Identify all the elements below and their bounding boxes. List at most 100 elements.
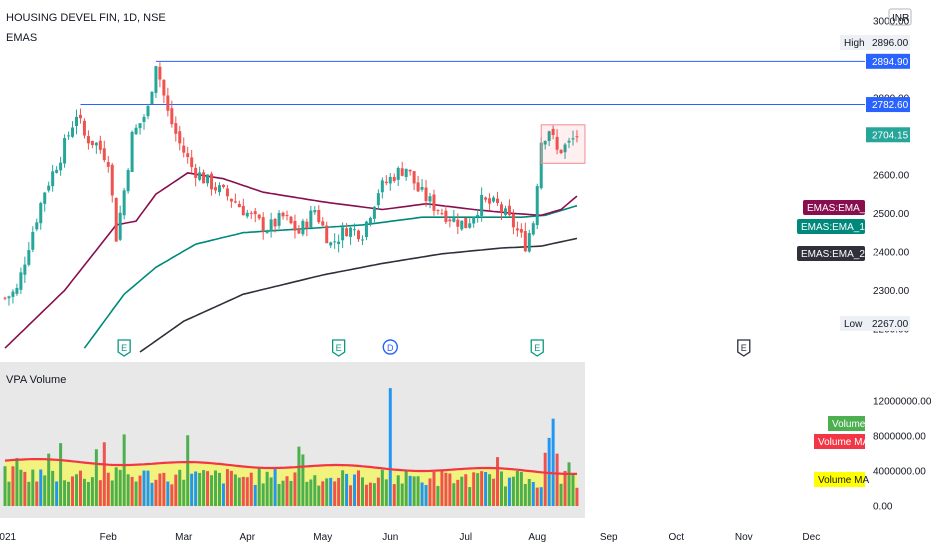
candle-body [575, 136, 579, 138]
volume-bar [436, 485, 440, 506]
currency-label[interactable]: INR [892, 13, 909, 24]
volume-bar [194, 471, 198, 506]
high-badge-label: High [844, 38, 865, 49]
volume-axis[interactable]: 12000000.00 8000000.00 4000000.00 0.00 [873, 397, 932, 513]
candle-body [293, 220, 297, 231]
volume-bar [146, 470, 150, 506]
time-axis[interactable]: 2021 Feb Mar Apr May Jun Jul Aug Sep Oct Nov Dec [0, 532, 820, 543]
candle-body [102, 148, 106, 161]
candle-body [440, 213, 444, 215]
candle-body [178, 131, 182, 144]
volume-bar [31, 469, 35, 506]
candle-body [142, 116, 146, 122]
candle-body [285, 215, 289, 217]
volume-bar [43, 475, 47, 506]
volume-bar [388, 388, 392, 506]
volume-bar [158, 473, 162, 506]
volume-bar [118, 469, 122, 506]
highlight-box[interactable] [540, 124, 586, 164]
price-tick-label: 3000.00 [873, 16, 910, 27]
event-marker-earnings[interactable]: E [530, 339, 544, 357]
candle-body [400, 168, 404, 176]
volume-bar [166, 481, 170, 506]
price-level-2-value: 2782.60 [872, 100, 909, 111]
volume-bar [432, 471, 436, 506]
volume-tick-label: 4000000.00 [873, 467, 926, 478]
last-price-badge: 2704.15 [866, 127, 910, 143]
candle-body [551, 128, 555, 135]
low-badge-value: 2267.00 [872, 319, 909, 330]
price-level-badge-2: 2782.60 [866, 97, 910, 113]
candle-body [225, 188, 229, 197]
candle-body [55, 169, 59, 173]
volume-ma-legend-label: Volume MA [818, 437, 869, 448]
ema200-badge-label: EMAS:EMA_200 [801, 249, 876, 260]
volume-bar [527, 479, 531, 506]
candle-body [329, 242, 333, 246]
volume-bar [349, 485, 353, 506]
volume-bar [206, 471, 210, 506]
volume-bar [78, 470, 82, 506]
ema-100-line [83, 204, 578, 349]
event-marker-earnings[interactable]: E [331, 339, 346, 357]
candle-body [424, 187, 428, 202]
volume-bar [210, 475, 214, 506]
volume-bar [27, 481, 31, 506]
volume-bar [190, 473, 194, 506]
candle-body [39, 203, 43, 224]
volume-bar [456, 479, 460, 506]
volume-bar [51, 470, 55, 506]
volume-bar [229, 470, 233, 506]
candle-body [47, 185, 51, 191]
candle-body [511, 213, 515, 228]
volume-bar [39, 469, 43, 506]
volume-bar [7, 481, 11, 506]
volume-bar [90, 477, 94, 506]
candle-body [265, 232, 269, 234]
time-tick-label: Apr [240, 532, 256, 543]
volume-bar [523, 484, 527, 506]
volume-bar [186, 435, 190, 506]
volume-bar [265, 471, 269, 506]
volume-tick-label: 12000000.00 [873, 397, 932, 408]
volume-bar [360, 477, 364, 506]
candle-body [221, 184, 225, 188]
candle-body [158, 66, 162, 80]
candle-body [456, 219, 460, 227]
event-marker-label: E [741, 343, 747, 353]
price-level-badge-1: 2894.90 [866, 53, 910, 69]
candle-body [198, 172, 202, 180]
candle-body [349, 227, 353, 237]
event-marker-earnings[interactable]: E [117, 339, 131, 357]
volume-bar [400, 483, 404, 506]
event-marker-dividend[interactable]: D [382, 339, 398, 355]
volume-bars [3, 388, 579, 506]
candle-body [31, 231, 35, 250]
volume-bar [507, 477, 511, 506]
candle-body [114, 198, 118, 242]
event-marker-label: E [121, 343, 127, 353]
volume-bar [376, 477, 380, 506]
time-tick-label: May [313, 532, 332, 543]
candle-body [452, 217, 456, 222]
volume-bar [301, 454, 305, 506]
candle-body [563, 144, 567, 153]
candle-body [162, 79, 166, 96]
event-marker-earnings-upcoming[interactable]: E [737, 339, 751, 357]
volume-legend-badge: Volume [828, 416, 866, 431]
candle-body [3, 297, 7, 299]
ema-100-path [83, 204, 578, 349]
candle-body [436, 210, 440, 212]
candle-body [484, 197, 488, 200]
candle-body [309, 210, 313, 228]
candle-body [190, 157, 194, 168]
volume-bar [476, 473, 480, 506]
volume-bar [515, 470, 519, 506]
volume-bar [563, 470, 567, 506]
volume-bar [424, 484, 428, 506]
candle-body [71, 127, 75, 137]
volume-bar [380, 469, 384, 506]
volume-bar [130, 476, 134, 506]
